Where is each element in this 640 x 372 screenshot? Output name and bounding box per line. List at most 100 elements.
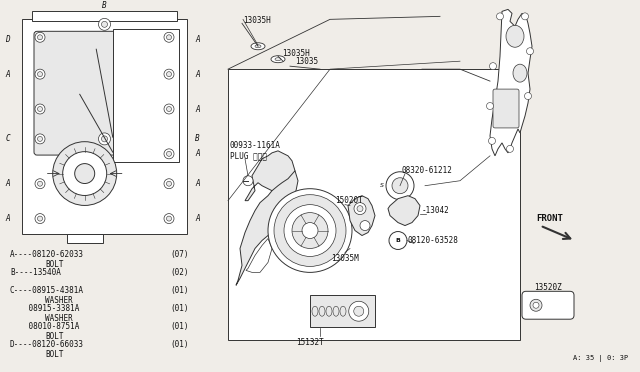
Text: S: S: [380, 183, 384, 188]
Bar: [113, 29, 179, 162]
Circle shape: [75, 164, 95, 183]
Circle shape: [284, 205, 336, 256]
Text: B: B: [102, 1, 107, 10]
Text: 08010-8751A: 08010-8751A: [10, 322, 79, 331]
Text: B: B: [396, 238, 401, 243]
Circle shape: [164, 214, 174, 224]
Circle shape: [386, 172, 414, 200]
Text: (02): (02): [170, 268, 189, 278]
Text: BOLT: BOLT: [45, 332, 63, 341]
Circle shape: [533, 302, 539, 308]
Circle shape: [164, 149, 174, 159]
Text: PLUG プラグ: PLUG プラグ: [230, 151, 267, 160]
Text: D----08120-66033: D----08120-66033: [10, 340, 84, 349]
Text: A: A: [195, 149, 200, 158]
Text: 08120-63528: 08120-63528: [408, 236, 459, 245]
Circle shape: [243, 176, 253, 186]
Circle shape: [164, 32, 174, 42]
Text: C----08915-4381A: C----08915-4381A: [10, 286, 84, 295]
Ellipse shape: [275, 58, 281, 61]
Circle shape: [63, 152, 107, 195]
Circle shape: [38, 181, 42, 186]
Circle shape: [392, 178, 408, 194]
Text: A: A: [195, 179, 200, 188]
Polygon shape: [490, 9, 532, 156]
Circle shape: [506, 145, 513, 153]
Text: B: B: [195, 134, 200, 143]
Circle shape: [52, 142, 116, 205]
Circle shape: [99, 18, 111, 30]
Circle shape: [102, 21, 108, 27]
Circle shape: [292, 213, 328, 248]
Bar: [22, 19, 187, 234]
Circle shape: [354, 306, 364, 316]
FancyBboxPatch shape: [493, 89, 519, 128]
Circle shape: [38, 72, 42, 77]
Text: A: A: [5, 70, 10, 78]
Circle shape: [102, 136, 108, 142]
Circle shape: [38, 106, 42, 112]
Circle shape: [302, 222, 318, 238]
Text: -13042: -13042: [422, 206, 450, 215]
Circle shape: [268, 189, 352, 272]
Text: A: A: [195, 35, 200, 44]
Circle shape: [357, 206, 363, 212]
Circle shape: [164, 69, 174, 79]
Circle shape: [527, 48, 534, 55]
Circle shape: [166, 216, 172, 221]
Circle shape: [38, 216, 42, 221]
Text: BOLT: BOLT: [45, 260, 63, 269]
Text: A: A: [195, 105, 200, 113]
Bar: [228, 69, 520, 340]
Ellipse shape: [506, 25, 524, 47]
Circle shape: [166, 35, 172, 40]
Circle shape: [35, 179, 45, 189]
Text: C: C: [5, 134, 10, 143]
Text: 13035: 13035: [295, 57, 318, 66]
Circle shape: [35, 214, 45, 224]
Circle shape: [360, 221, 370, 231]
Circle shape: [349, 301, 369, 321]
Text: (01): (01): [170, 304, 189, 313]
Circle shape: [166, 72, 172, 77]
Text: 08320-61212: 08320-61212: [402, 166, 453, 175]
Bar: [67, 234, 102, 244]
Text: (01): (01): [170, 340, 189, 349]
Circle shape: [525, 93, 531, 100]
Text: BOLT: BOLT: [45, 350, 63, 359]
Text: B----13540A: B----13540A: [10, 268, 61, 278]
Text: 15020T: 15020T: [335, 196, 363, 205]
Circle shape: [35, 104, 45, 114]
Circle shape: [522, 13, 529, 20]
Text: 15132T: 15132T: [296, 338, 324, 347]
Circle shape: [35, 32, 45, 42]
Circle shape: [35, 134, 45, 144]
Text: 13035H: 13035H: [282, 49, 310, 58]
Circle shape: [166, 151, 172, 156]
Text: 13035H: 13035H: [243, 16, 271, 25]
Ellipse shape: [513, 64, 527, 82]
Text: 08915-3381A: 08915-3381A: [10, 304, 79, 313]
Text: A: A: [195, 70, 200, 78]
Polygon shape: [236, 171, 298, 285]
Circle shape: [99, 133, 111, 145]
Circle shape: [486, 103, 493, 109]
Circle shape: [497, 13, 504, 20]
Text: 13035M: 13035M: [331, 254, 359, 263]
Text: WASHER: WASHER: [45, 296, 73, 305]
FancyBboxPatch shape: [34, 31, 175, 155]
Circle shape: [166, 181, 172, 186]
Text: (01): (01): [170, 322, 189, 331]
Text: D: D: [5, 35, 10, 44]
Ellipse shape: [255, 45, 261, 48]
Circle shape: [274, 195, 346, 266]
Circle shape: [490, 63, 497, 70]
Circle shape: [389, 231, 407, 250]
Polygon shape: [246, 238, 272, 272]
Polygon shape: [388, 196, 420, 225]
Bar: [310, 295, 375, 327]
Circle shape: [354, 203, 366, 215]
Text: WASHER: WASHER: [45, 314, 73, 323]
Text: A: A: [5, 179, 10, 188]
Text: (01): (01): [170, 286, 189, 295]
